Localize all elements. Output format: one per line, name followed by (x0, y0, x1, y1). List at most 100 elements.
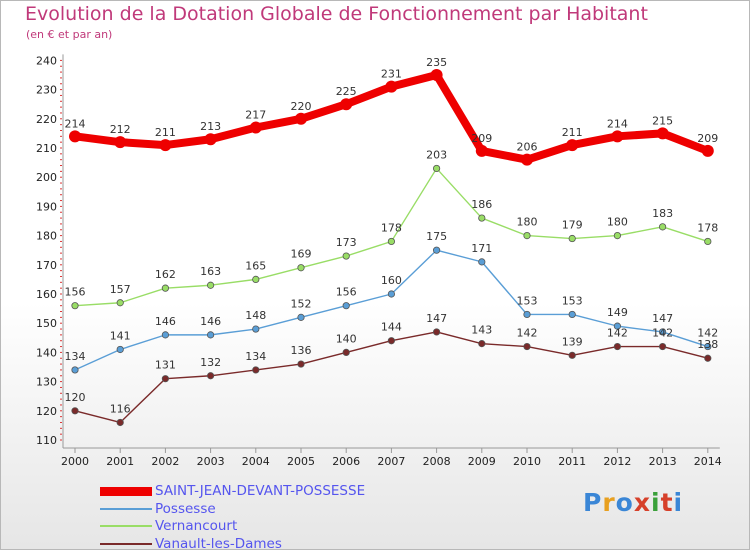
data-label: 165 (245, 259, 266, 272)
y-tick-label: 180 (36, 230, 57, 243)
data-point (523, 310, 531, 319)
x-tick-label: 2011 (558, 455, 586, 468)
legend-label: Vanault-les-Dames (155, 535, 282, 552)
data-label: 144 (381, 321, 402, 334)
data-point (161, 331, 169, 339)
x-tick-label: 2010 (513, 455, 541, 468)
y-tick-label: 140 (36, 346, 57, 359)
data-label: 120 (65, 391, 86, 404)
legend-swatch (100, 542, 152, 545)
y-tick-label: 120 (36, 405, 57, 418)
data-point (611, 130, 624, 143)
y-tick-label: 220 (36, 113, 57, 126)
data-point (704, 342, 712, 351)
x-tick-label: 2004 (242, 455, 270, 468)
data-point (252, 366, 260, 374)
data-label: 132 (200, 356, 221, 369)
logo-letter: t (660, 488, 674, 517)
data-label: 152 (291, 297, 312, 310)
logo-letter: o (615, 488, 634, 517)
data-point (387, 290, 395, 298)
data-label: 213 (200, 120, 221, 133)
data-label: 180 (517, 216, 538, 229)
data-point (71, 366, 79, 374)
data-label: 214 (607, 117, 628, 130)
data-label: 147 (426, 312, 447, 325)
y-tick-label: 110 (36, 434, 57, 447)
data-point (658, 328, 667, 336)
data-point (71, 302, 79, 310)
legend-label: SAINT-JEAN-DEVANT-POSSESSE (155, 483, 366, 499)
x-tick-label: 2012 (603, 455, 631, 468)
data-label: 140 (336, 332, 357, 345)
y-tick-label: 150 (36, 317, 57, 330)
data-point (475, 144, 488, 157)
data-label: 169 (291, 248, 312, 261)
logo-letter: x (633, 488, 651, 517)
data-point (566, 139, 579, 152)
data-label: 203 (426, 148, 447, 161)
data-point (340, 98, 353, 111)
data-label: 146 (155, 315, 176, 328)
data-label: 153 (517, 294, 538, 307)
data-label: 131 (155, 359, 176, 372)
data-point (568, 234, 576, 243)
data-point (297, 264, 305, 272)
data-point (523, 342, 531, 351)
proxiti-logo: Proxiti (583, 488, 683, 517)
data-label: 134 (245, 350, 266, 363)
data-point (249, 121, 262, 134)
data-point (704, 237, 712, 246)
y-tick-label: 240 (36, 54, 57, 67)
data-label: 139 (562, 335, 583, 348)
data-point (295, 112, 307, 125)
data-point (432, 164, 441, 173)
data-label: 142 (607, 327, 628, 340)
data-label: 179 (562, 219, 583, 232)
data-point (432, 328, 441, 336)
data-label: 225 (336, 85, 357, 98)
data-point (71, 407, 79, 415)
data-point (204, 133, 217, 146)
data-label: 142 (652, 327, 673, 340)
data-point (207, 281, 215, 289)
data-label: 142 (697, 327, 718, 340)
x-tick-label: 2002 (151, 455, 179, 468)
logo-letter: i (673, 488, 684, 517)
y-tick-label: 200 (36, 171, 57, 184)
data-point (658, 342, 667, 351)
x-tick-label: 2013 (649, 455, 677, 468)
data-label: 173 (336, 236, 357, 249)
data-label: 153 (562, 294, 583, 307)
data-point (385, 80, 398, 93)
data-point (656, 127, 669, 140)
data-label: 217 (245, 109, 266, 122)
data-point (387, 337, 395, 345)
data-label: 183 (652, 207, 673, 220)
legend-swatch (100, 507, 152, 510)
data-label: 209 (697, 132, 718, 145)
x-tick-label: 2006 (332, 455, 360, 468)
data-point (159, 139, 172, 152)
data-point (568, 310, 576, 319)
chart-subtitle: (en € et par an) (26, 28, 113, 41)
x-tick-label: 2001 (106, 455, 134, 468)
x-tick-label: 2000 (61, 455, 89, 468)
data-label: 146 (200, 315, 221, 328)
data-label: 138 (697, 338, 718, 351)
x-tick-label: 2005 (287, 455, 315, 468)
data-point (342, 302, 350, 310)
x-tick-label: 2003 (197, 455, 225, 468)
data-label: 211 (562, 126, 583, 139)
data-label: 206 (517, 141, 538, 154)
data-label: 160 (381, 274, 402, 287)
data-label: 148 (245, 309, 266, 322)
data-point (387, 237, 395, 246)
data-point (252, 275, 260, 283)
data-point (568, 351, 576, 359)
legend-swatch (100, 525, 152, 527)
legend-label: Vernancourt (155, 518, 238, 534)
y-tick-label: 130 (36, 376, 57, 389)
x-tick-label: 2008 (423, 455, 451, 468)
logo-letter: i (651, 488, 661, 517)
